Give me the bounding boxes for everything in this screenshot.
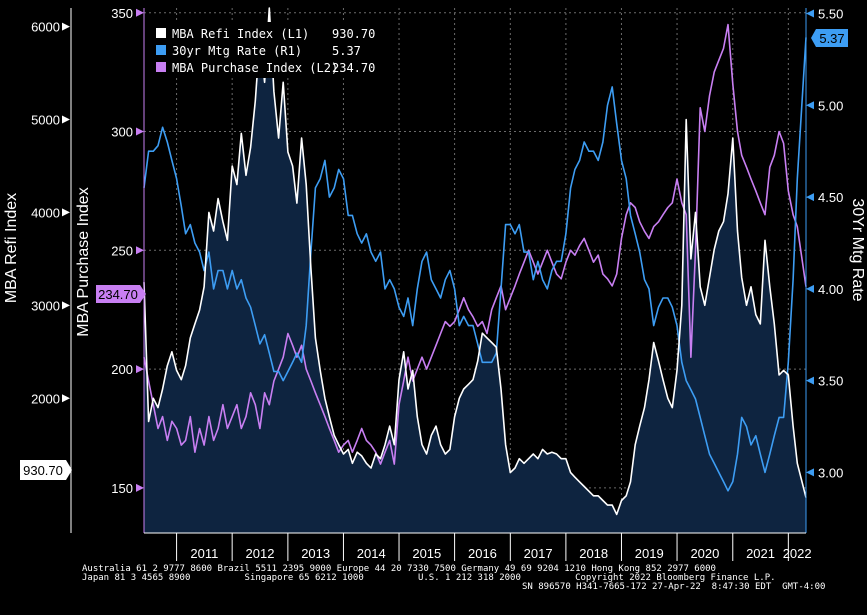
right-tick-rate: [806, 193, 814, 202]
x-tick-label: 2017: [524, 546, 553, 561]
x-tick-label: 2012: [246, 546, 275, 561]
x-tick-label: 2016: [468, 546, 497, 561]
x-tick-label: 2019: [635, 546, 664, 561]
right-tick-rate: [806, 468, 814, 477]
x-tick-label: 2020: [690, 546, 719, 561]
legend-value-refi: 930.70: [332, 27, 375, 41]
left-tick-refi: [62, 115, 70, 124]
right-tick-label-rate: 3.50: [818, 374, 843, 389]
left-tick-label-purchase: 350: [111, 6, 133, 21]
legend-swatch-purchase: [156, 62, 166, 72]
legend-swatch-refi: [156, 28, 166, 38]
right-tick-label-rate: 5.50: [818, 7, 843, 22]
refi-area-fill: [144, 8, 806, 533]
x-tick-label: 2013: [301, 546, 330, 561]
right-tick-rate: [806, 376, 814, 385]
left-axis-title-refi: MBA Refi Index: [3, 193, 20, 303]
x-tick-label: 2021: [746, 546, 775, 561]
left-tick-label-refi: 5000: [31, 113, 60, 128]
legend: MBA Refi Index (L1) 930.70 30yr Mtg Rate…: [150, 22, 384, 78]
last-value-refi-label: 930.70: [23, 463, 63, 478]
footer-line-1: Australia 61 2 9777 8600 Brazil 5511 239…: [82, 564, 716, 574]
last-value-purchase-marker: 234.70: [96, 285, 146, 303]
last-value-rate-marker: 5.37: [811, 29, 848, 47]
left-axis-title-purchase: MBA Purchase Index: [75, 187, 92, 336]
left-tick-refi: [62, 301, 70, 310]
x-tick-label: 2015: [412, 546, 441, 561]
legend-swatch-rate: [156, 45, 166, 55]
x-tick-label: 2018: [579, 546, 608, 561]
left-tick-label-purchase: 300: [111, 125, 133, 140]
left-tick-label-refi: 4000: [31, 205, 60, 220]
left-tick-purchase: [136, 127, 144, 136]
legend-background: [150, 22, 384, 78]
left-tick-purchase: [136, 8, 144, 17]
series-line-r1: [143, 37, 807, 492]
left-tick-refi: [62, 22, 70, 31]
right-tick-label-rate: 4.50: [818, 190, 843, 205]
series-line-l2: [143, 23, 807, 465]
right-tick-label-rate: 5.00: [818, 98, 843, 113]
right-tick-rate: [806, 284, 814, 293]
legend-label-rate: 30yr Mtg Rate (R1): [172, 44, 302, 58]
left-tick-label-purchase: 200: [111, 362, 133, 377]
right-tick-label-rate: 4.00: [818, 282, 843, 297]
left-tick-refi: [62, 208, 70, 217]
left-tick-label-purchase: 150: [111, 481, 133, 496]
x-tick-label: 2022: [783, 546, 812, 561]
axes: 2000 3000 4000 5000 6000 150 200 250 300 350 3.00 3…: [31, 6, 843, 561]
footer-line-3: SN 896570 H341-7665-172 27-Apr-22 8:47:3…: [522, 582, 826, 592]
left-tick-purchase: [136, 246, 144, 255]
last-value-rate-label: 5.37: [819, 31, 844, 46]
x-tick-label: 2011: [190, 546, 218, 561]
legend-value-rate: 5.37: [332, 44, 361, 58]
legend-label-purchase: MBA Purchase Index (L2): [172, 61, 338, 75]
left-tick-purchase: [136, 483, 144, 492]
left-tick-label-refi: 3000: [31, 298, 60, 313]
left-tick-label-purchase: 250: [111, 243, 133, 258]
left-tick-label-refi: 6000: [31, 20, 60, 35]
series-line-l1: [143, 7, 807, 516]
x-tick-label: 2014: [357, 546, 386, 561]
right-tick-rate: [806, 101, 814, 110]
series-lines: [143, 7, 807, 516]
left-tick-label-refi: 2000: [31, 391, 60, 406]
last-value-refi-marker: 930.70: [20, 460, 72, 480]
footer-line-2: Japan 81 3 4565 8900 Singapore 65 6212 1…: [82, 573, 776, 583]
last-value-purchase-label: 234.70: [98, 287, 138, 302]
right-axis-title-rate: 30Yr Mtg Rate: [849, 198, 866, 301]
right-tick-label-rate: 3.00: [818, 465, 843, 480]
left-tick-refi: [62, 394, 70, 403]
legend-value-purchase: 234.70: [332, 61, 375, 75]
legend-label-refi: MBA Refi Index (L1): [172, 27, 309, 41]
left-tick-purchase: [136, 365, 144, 374]
right-tick-rate: [806, 9, 814, 18]
